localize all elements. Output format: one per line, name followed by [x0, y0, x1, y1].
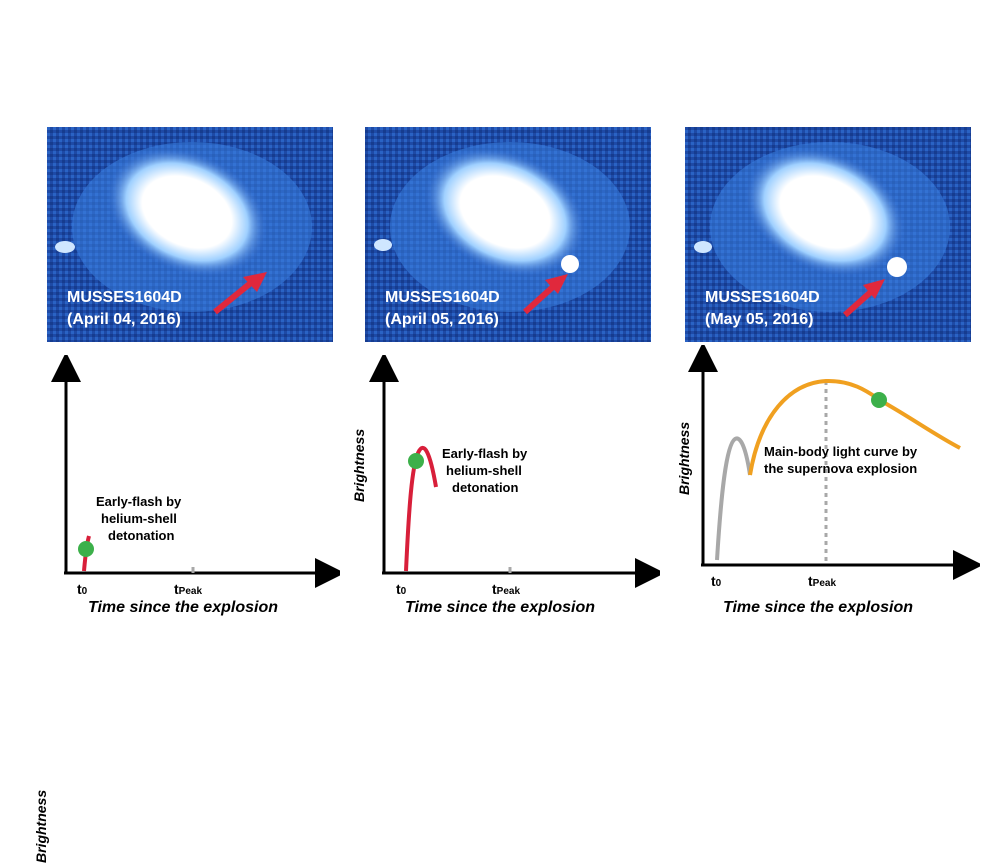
- photo-label-2: MUSSES1604D (April 05, 2016): [385, 287, 500, 331]
- marker-point-3: [871, 392, 887, 408]
- y-axis-label-2: Brightness: [351, 428, 367, 502]
- light-curve-plot-2: [369, 355, 660, 588]
- annotation-2: Early-flash by helium-shell detonation: [442, 446, 528, 495]
- tick-t0-1: t0: [77, 581, 88, 597]
- object-name-2: MUSSES1604D: [385, 289, 500, 306]
- tick-tpeak-1: tPeak: [174, 581, 203, 597]
- x-axis-label-1: Time since the explosion: [88, 599, 278, 616]
- light-curve-plot-1: [51, 355, 340, 588]
- y-axis-label-1: Brightness: [33, 789, 49, 863]
- galaxy-photo-3: MUSSES1604D (May 05, 2016): [685, 127, 971, 342]
- object-name-1: MUSSES1604D: [67, 289, 182, 306]
- early-flash-faded-curve-3: [715, 436, 752, 561]
- photo-label-1: MUSSES1604D (April 04, 2016): [67, 287, 182, 331]
- photo-label-3: MUSSES1604D (May 05, 2016): [705, 287, 820, 331]
- observation-date-2: (April 05, 2016): [385, 311, 499, 328]
- galaxy-photo-2: MUSSES1604D (April 05, 2016): [365, 127, 651, 342]
- tick-t0-3: t0: [711, 573, 722, 589]
- galaxy-photo-1: MUSSES1604D (April 04, 2016): [47, 127, 333, 342]
- light-curve-plot-3: [688, 345, 980, 580]
- tick-tpeak-3: tPeak: [808, 573, 837, 589]
- marker-point-1: [78, 541, 94, 557]
- marker-point-2: [408, 453, 424, 469]
- object-name-3: MUSSES1604D: [705, 289, 820, 306]
- galaxy-image-3: [685, 127, 971, 342]
- observation-date-3: (May 05, 2016): [705, 311, 814, 328]
- tick-tpeak-2: tPeak: [492, 581, 521, 597]
- y-axis-label-3: Brightness: [676, 421, 692, 495]
- tick-t0-2: t0: [396, 581, 407, 597]
- x-axis-label-2: Time since the explosion: [405, 599, 595, 616]
- main-body-curve-3: [748, 378, 961, 476]
- galaxy-image-2: [365, 127, 651, 342]
- observation-date-1: (April 04, 2016): [67, 311, 181, 328]
- annotation-3: Main-body light curve by the supernova e…: [764, 444, 918, 476]
- galaxy-image-1: [47, 127, 333, 342]
- x-axis-label-3: Time since the explosion: [723, 599, 913, 616]
- annotation-1: Early-flash by helium-shell detonation: [96, 494, 182, 543]
